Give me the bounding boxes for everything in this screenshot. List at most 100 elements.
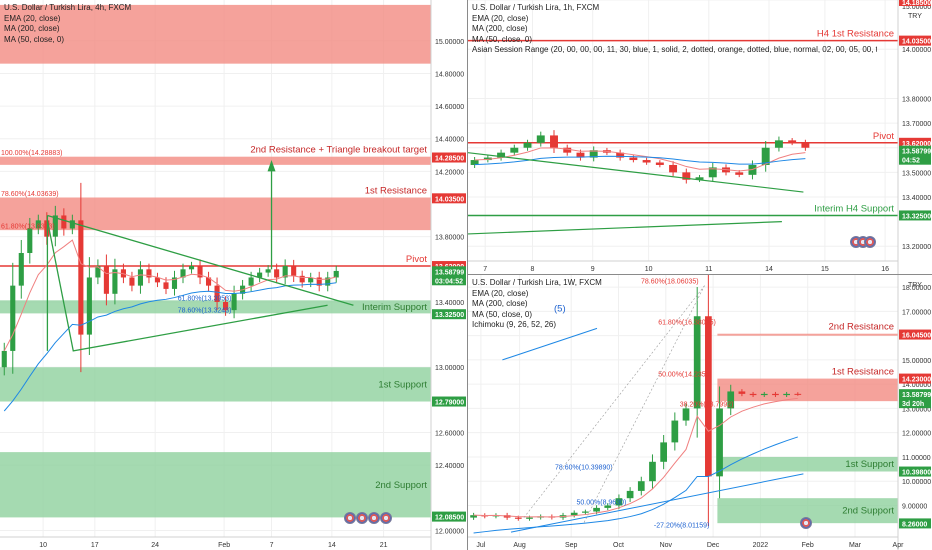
candle-body [333,270,339,278]
zone-label-second-support: 2nd Support [842,506,894,517]
zone-first-support [717,456,898,472]
candle-body [470,515,477,518]
price-tag [899,35,931,46]
candle-body [316,277,322,286]
price-axis [898,275,932,550]
zone-label-first-support: 1st Support [845,459,894,470]
time-tick-label: 16 [881,266,889,273]
candle-body [78,220,84,335]
candle-body [801,142,810,148]
zone-label-second-resistance: 2nd Resistance + Triangle breakout targe… [250,145,427,156]
price-tag [899,145,931,165]
price-tag-label: 14.03500 [902,39,931,46]
price-tag-label: 14.23000 [902,377,931,384]
chart-panel-1h[interactable]: H4 1st Resistance Pivot Interim H4 Support… [468,0,932,274]
line-label-pivot: Pivot [406,254,427,265]
flag-icon[interactable] [800,517,812,529]
chart-4h-canvas[interactable]: 2nd Resistance + Triangle breakout targe… [0,0,467,550]
zone-label-second-support: 2nd Support [375,480,427,491]
candle-body [783,393,790,396]
candle-body [671,420,679,443]
price-tick-label: 13.20000 [902,244,931,251]
price-tick-label: 14.80000 [435,71,464,78]
flag-icon[interactable] [380,512,392,524]
candle-body [536,135,545,143]
candle-body [788,140,797,143]
candle-body [214,285,220,302]
candle-body [637,481,645,491]
price-tag [899,137,931,148]
candle-body [563,147,572,153]
price-tag-label: 14.03500 [435,196,464,203]
candle-body [112,269,118,294]
flag-icon[interactable] [368,512,380,524]
zone-first-resistance [717,378,898,402]
time-tick-label: Dec [707,542,720,549]
time-tick-label: Mar [849,542,862,549]
time-tick-label: 7 [483,266,487,273]
chart-panel-1w[interactable]: 2nd Resistance 1st Resistance 1st Support 2… [468,275,932,550]
time-tick-label: Apr [893,542,905,549]
candle-body [483,157,492,161]
price-axis [898,0,932,274]
time-tick-label: 14 [328,542,336,549]
candle-body [197,266,203,278]
candle-body [265,269,271,273]
candle-body [629,157,638,161]
candle-body [774,140,783,148]
time-tick-label: Nov [660,542,673,549]
fib-label: -27.20%(8.01159) [654,522,710,529]
price-tag [432,309,466,320]
candle-body [615,498,623,506]
triangle-upper-line [47,214,354,306]
price-tag-label: 12.08500 [435,515,464,522]
flag-icon[interactable] [344,512,356,524]
candle-body [325,277,331,286]
ma-line [3,282,337,412]
price-tick-label: 13.00000 [435,365,464,372]
trend-channel-line [468,152,804,193]
zone-first-support [0,367,431,402]
time-tick-label: Jul [476,542,485,549]
candle-body [604,505,612,508]
candle-body [682,408,690,421]
candle-body [523,142,532,148]
candle-body [705,316,712,477]
ema-line [473,397,798,518]
elliott-wave-label: (5) [554,303,566,314]
chart-1w-canvas[interactable]: 2nd Resistance 1st Resistance 1st Support 2… [468,275,932,550]
flag-icon[interactable] [864,236,876,248]
price-tick-label: 12.40000 [435,463,464,470]
flag-icon[interactable] [356,512,368,524]
price-tick-label: 13.80000 [435,235,464,242]
candle-body [727,391,735,409]
chart-panel-4h[interactable]: 2nd Resistance + Triangle breakout targe… [0,0,467,550]
ma200-weekly-line [510,473,804,533]
zone-label-second-resistance: 2nd Resistance [829,322,894,333]
panel-divider-horizontal[interactable] [467,274,932,275]
candle-body [693,316,701,409]
candle-body [735,172,744,175]
candle-body [738,391,746,394]
time-tick-label: 10 [645,266,653,273]
price-tick-label: 12.00000 [902,431,931,438]
price-tag [899,518,931,529]
candle-body [137,269,144,286]
candle-body [772,393,779,396]
price-tick-label: 13.80000 [902,96,931,103]
candle-body [129,277,135,286]
chart-1h-canvas[interactable]: H4 1st Resistance Pivot Interim H4 Support… [468,0,932,274]
price-tag-countdown: 04:52 [902,158,920,165]
candle-body [510,147,519,153]
price-tick-label: 15.00000 [902,358,931,365]
candle-body [154,277,161,283]
candle-body [291,266,297,276]
panel-divider-vertical[interactable] [467,0,468,550]
time-tick-label: Feb [802,542,814,549]
fib-ray-line [583,285,705,523]
price-tag [899,210,931,221]
triangle-lower-line [46,220,328,352]
candle-body [1,350,7,368]
price-tag-label: 8.26000 [902,521,927,528]
candle-body [223,301,229,311]
